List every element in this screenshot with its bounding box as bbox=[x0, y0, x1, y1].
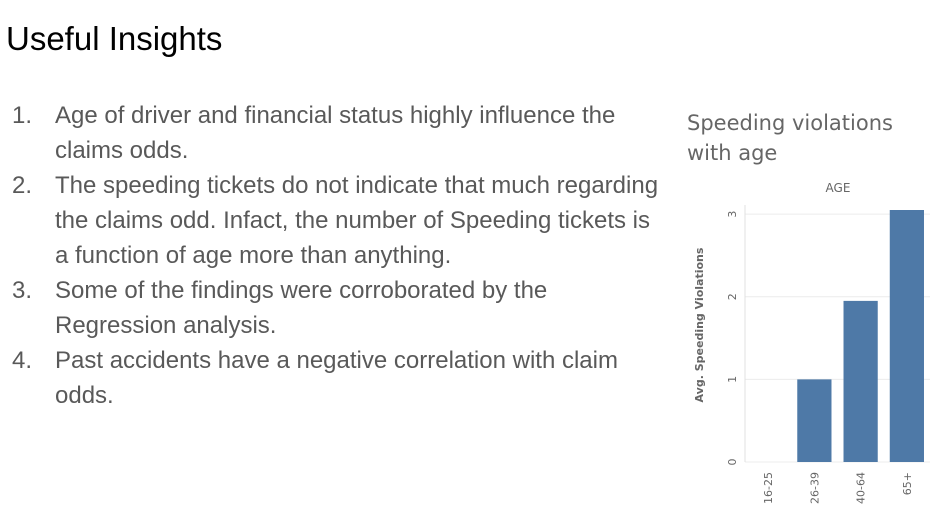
x-tick-label: 26-39 bbox=[808, 472, 821, 504]
x-tick-label: 40-64 bbox=[855, 472, 868, 504]
list-item: 2. The speeding tickets do not indicate … bbox=[12, 168, 662, 273]
x-tick-label: 16-25 bbox=[762, 472, 775, 504]
list-item-number: 2. bbox=[12, 172, 33, 199]
bar-chart: AGE Avg. Speeding Violations 0 1 2 3 16-25 2… bbox=[693, 181, 930, 504]
list-item-number: 3. bbox=[12, 277, 33, 304]
list-item-number: 4. bbox=[12, 347, 33, 374]
list-item: 1. Age of driver and financial status hi… bbox=[12, 98, 662, 168]
y-tick-label: 3 bbox=[726, 211, 739, 218]
x-axis-ticks: 16-25 26-39 40-64 65+ bbox=[762, 472, 914, 504]
y-tick-label: 2 bbox=[726, 293, 739, 300]
column-header: AGE bbox=[826, 181, 851, 195]
page-title: Useful Insights bbox=[6, 20, 223, 57]
y-tick-label: 0 bbox=[726, 459, 739, 466]
y-axis-ticks: 0 1 2 3 bbox=[726, 211, 739, 466]
list-item-text: Some of the findings were corroborated b… bbox=[55, 277, 548, 339]
bar-40-64 bbox=[843, 300, 878, 462]
bar-26-39 bbox=[797, 379, 832, 462]
list-item-text: Past accidents have a negative correlati… bbox=[55, 347, 618, 409]
list-item: 3. Some of the findings were corroborate… bbox=[12, 273, 662, 343]
y-tick-label: 1 bbox=[726, 376, 739, 383]
bar-65+ bbox=[889, 210, 924, 462]
list-item-text: The speeding tickets do not indicate tha… bbox=[55, 172, 659, 269]
list-item-text: Age of driver and financial status highl… bbox=[55, 102, 616, 164]
list-item: 4. Past accidents have a negative correl… bbox=[12, 343, 662, 413]
chart-title: Speeding violations with age bbox=[687, 111, 893, 165]
y-axis-label: Avg. Speeding Violations bbox=[693, 247, 706, 402]
x-tick-label: 65+ bbox=[901, 472, 914, 495]
insights-list: 1. Age of driver and financial status hi… bbox=[12, 98, 662, 413]
bars bbox=[797, 210, 924, 462]
list-item-number: 1. bbox=[12, 102, 33, 129]
